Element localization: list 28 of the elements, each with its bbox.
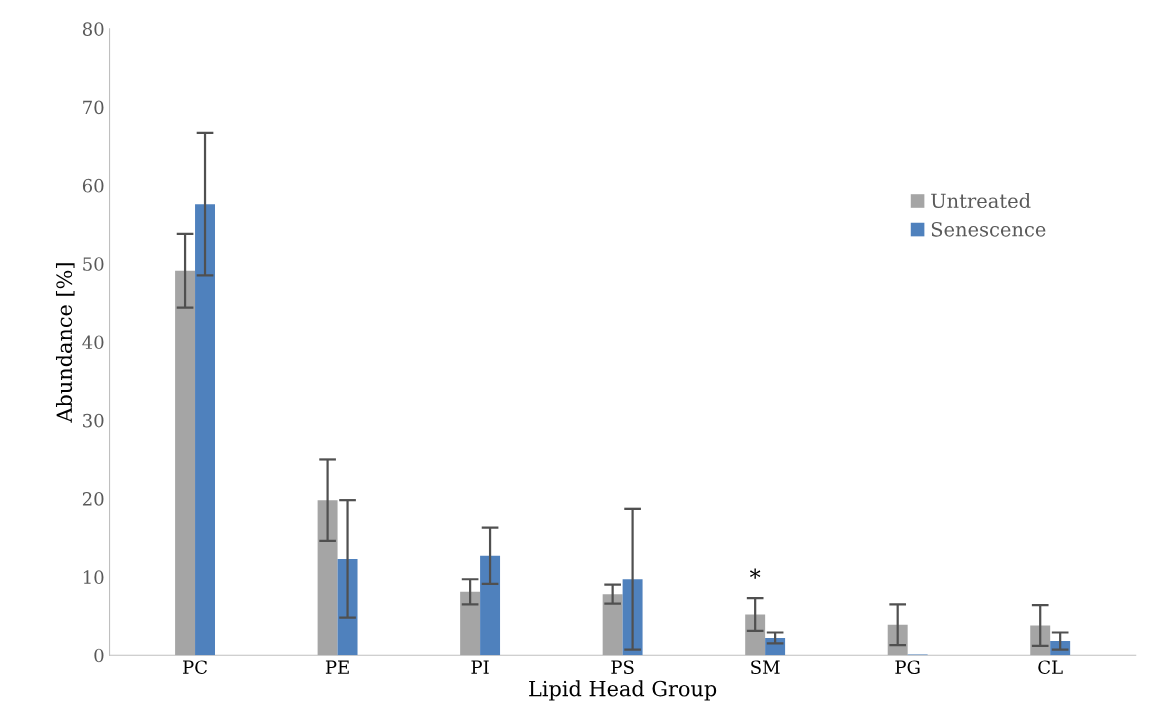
y-tick-label: 30: [83, 413, 104, 428]
x-tick-label: SM: [751, 660, 780, 675]
x-tick-label: PC: [183, 660, 207, 675]
y-tick-label: 0: [94, 648, 104, 663]
y-tick-label: 80: [82, 22, 104, 36]
bar: [745, 614, 766, 656]
legend-label: Senescence: [931, 221, 1046, 237]
bar: [480, 555, 501, 656]
x-tick-label: PG: [895, 660, 920, 675]
bar: [602, 594, 623, 656]
x-tick-label: PI: [471, 660, 489, 674]
y-tick-label: 10: [83, 570, 104, 585]
y-axis-title: Abundance [%]: [55, 263, 75, 423]
bar: [175, 270, 196, 656]
x-axis-title: Lipid Head Group: [529, 680, 717, 701]
y-tick-label: 20: [82, 492, 104, 506]
x-tick-label: PS: [611, 660, 634, 675]
y-tick-label: 40: [82, 335, 104, 350]
bar: [460, 591, 481, 656]
y-tick-label: 50: [83, 257, 104, 271]
legend-label: Untreated: [931, 193, 1031, 209]
annotation: *: [749, 568, 761, 579]
x-tick-label: PE: [325, 660, 349, 674]
y-tick-label: 60: [82, 178, 104, 193]
bar: [195, 204, 215, 656]
x-tick-label: CL: [1038, 660, 1063, 675]
y-tick-label: 70: [83, 100, 104, 115]
bar: [317, 500, 338, 656]
